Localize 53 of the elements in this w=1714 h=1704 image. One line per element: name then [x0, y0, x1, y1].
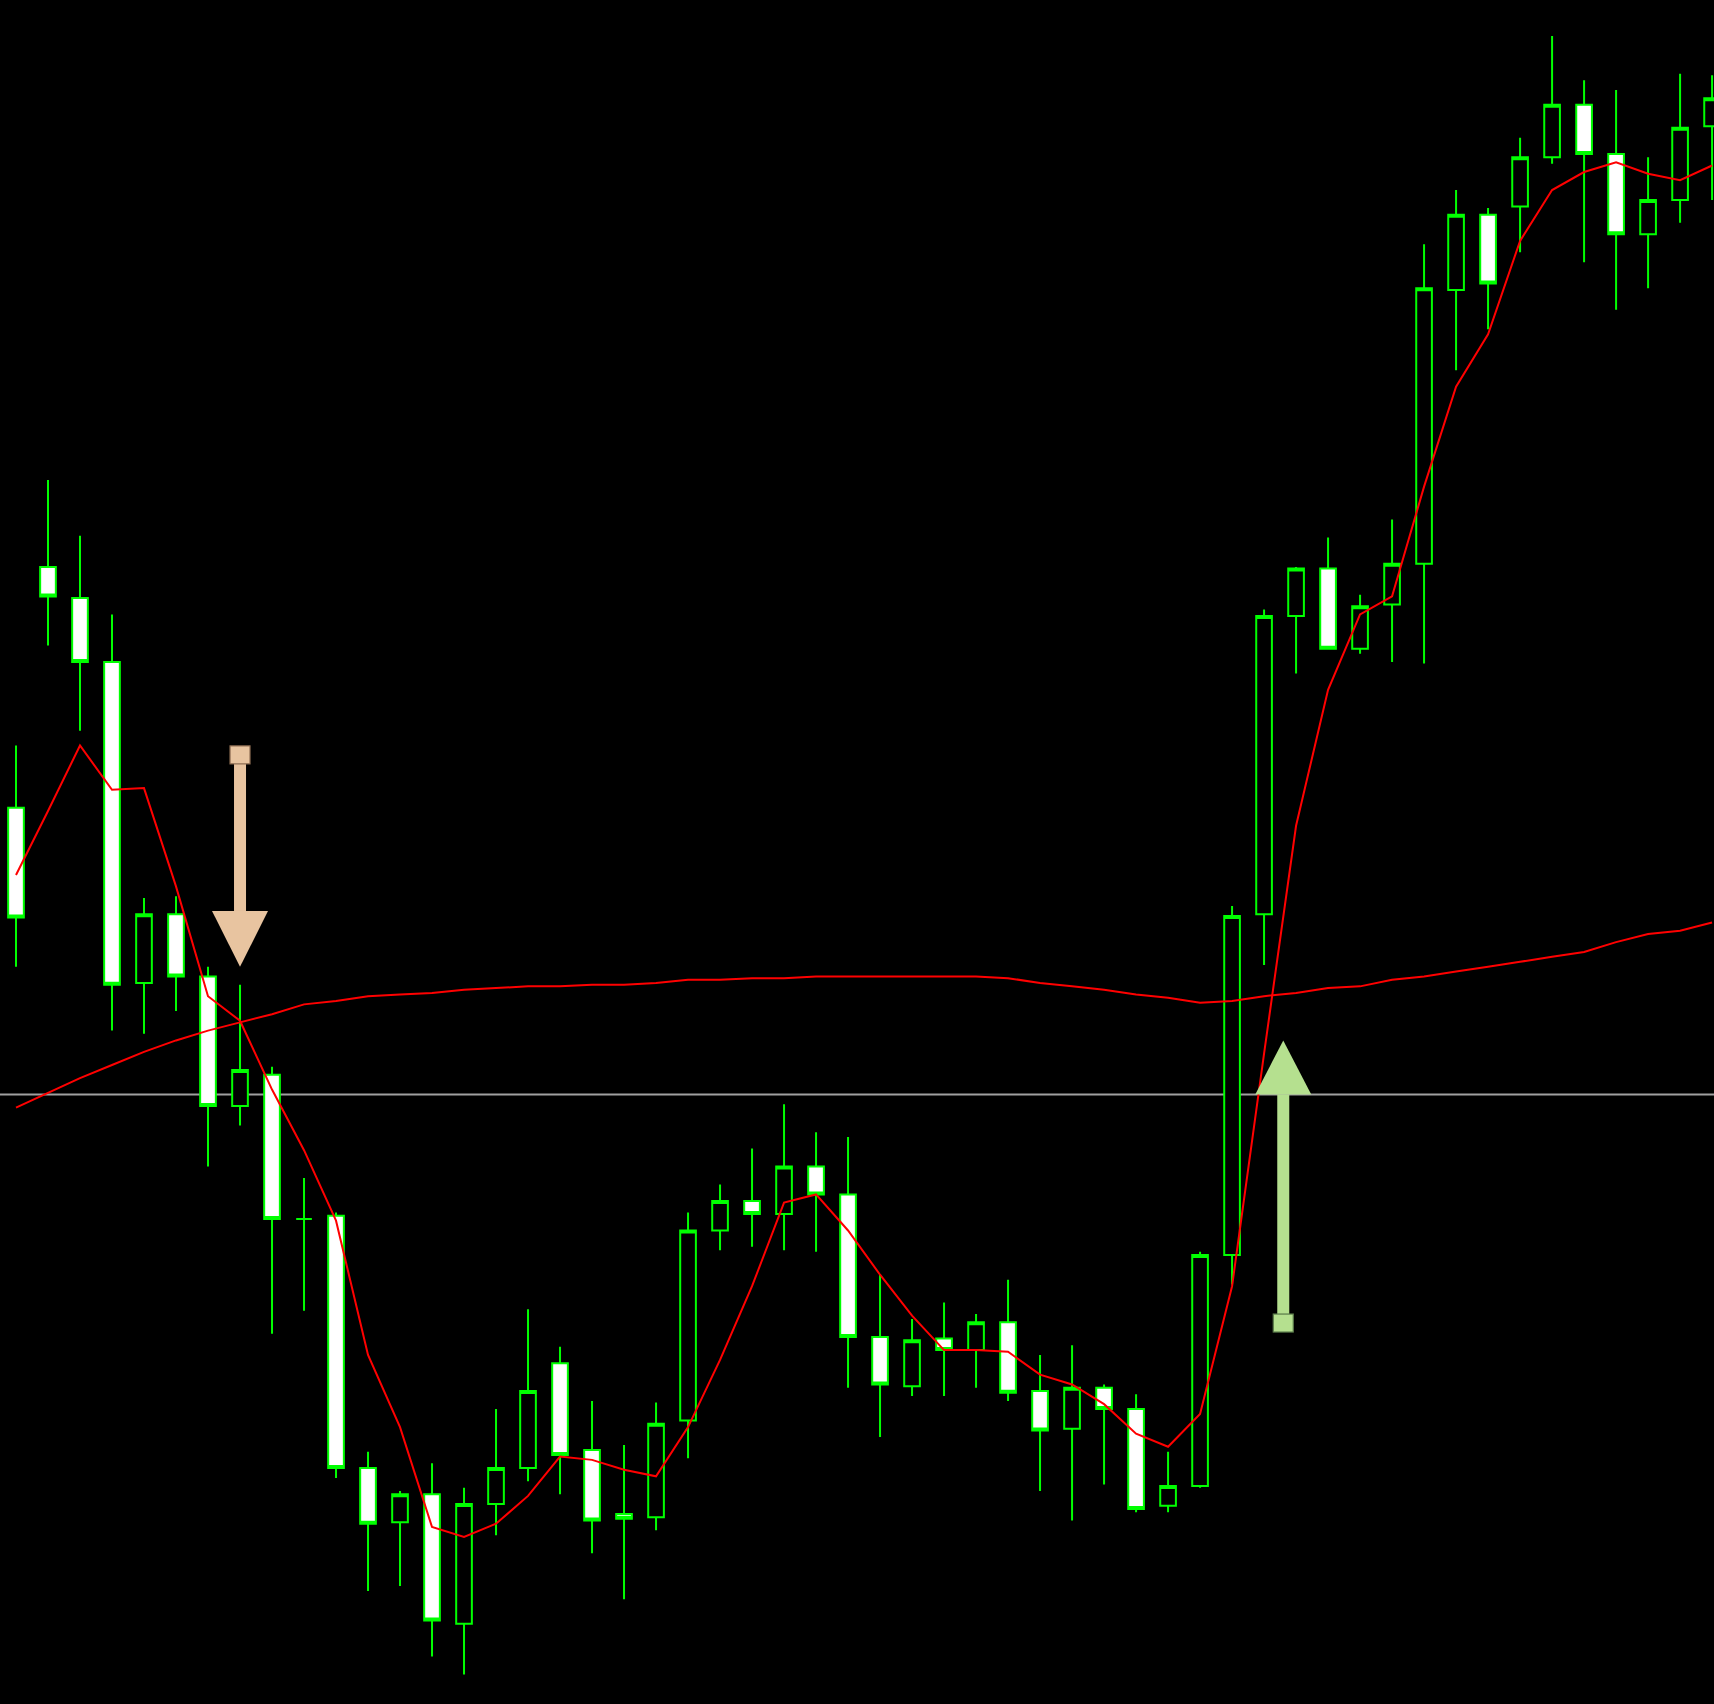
candlestick	[871, 1273, 889, 1438]
candlestick	[743, 1147, 761, 1248]
candlestick	[519, 1308, 537, 1483]
candlestick	[775, 1103, 793, 1252]
candlestick	[359, 1450, 377, 1592]
candlestick	[1479, 207, 1497, 331]
candlestick	[1415, 243, 1433, 665]
candlestick	[1607, 89, 1625, 311]
candlestick	[487, 1408, 505, 1537]
candlestick	[1639, 156, 1657, 290]
candlestick	[71, 534, 89, 732]
candlestick	[807, 1131, 825, 1253]
candlestick	[455, 1486, 473, 1676]
candlestick	[295, 1177, 313, 1312]
candlestick	[967, 1313, 985, 1389]
candlestick	[7, 744, 25, 968]
candlestick	[1063, 1344, 1081, 1522]
candlestick	[1511, 136, 1529, 254]
candlestick	[1447, 189, 1465, 372]
candlestick	[1095, 1383, 1113, 1486]
candlestick	[1383, 518, 1401, 663]
candlestick	[551, 1345, 569, 1496]
candlestick	[167, 895, 185, 1012]
candlestick	[935, 1301, 953, 1397]
candlestick	[423, 1462, 441, 1658]
candlestick	[1671, 72, 1689, 224]
candlestick	[231, 983, 249, 1127]
candlestick	[1543, 35, 1561, 165]
candlestick	[647, 1401, 665, 1532]
candlestick	[1351, 593, 1369, 655]
candlestick	[903, 1317, 921, 1397]
candlestick	[711, 1183, 729, 1252]
candlestick	[583, 1399, 601, 1555]
candlestick	[1127, 1393, 1145, 1514]
candlestick	[1031, 1354, 1049, 1492]
candlestick	[199, 965, 217, 1168]
candlestick	[999, 1278, 1017, 1402]
candlestick	[103, 613, 121, 1032]
candlestick	[1191, 1250, 1209, 1489]
candlestick	[615, 1444, 633, 1601]
candlestick	[1255, 608, 1273, 967]
candlestick	[391, 1490, 409, 1588]
candlestick	[327, 1211, 345, 1479]
candlestick	[39, 479, 57, 647]
candlestick	[679, 1211, 697, 1460]
candlestick	[263, 1065, 281, 1335]
candlestick	[1575, 79, 1593, 264]
candlestick	[1319, 536, 1337, 650]
candlestick	[1223, 905, 1241, 1286]
candlestick	[1287, 565, 1305, 675]
candlestick	[839, 1136, 857, 1389]
candlestick	[1159, 1450, 1177, 1514]
candlestick	[135, 896, 153, 1035]
